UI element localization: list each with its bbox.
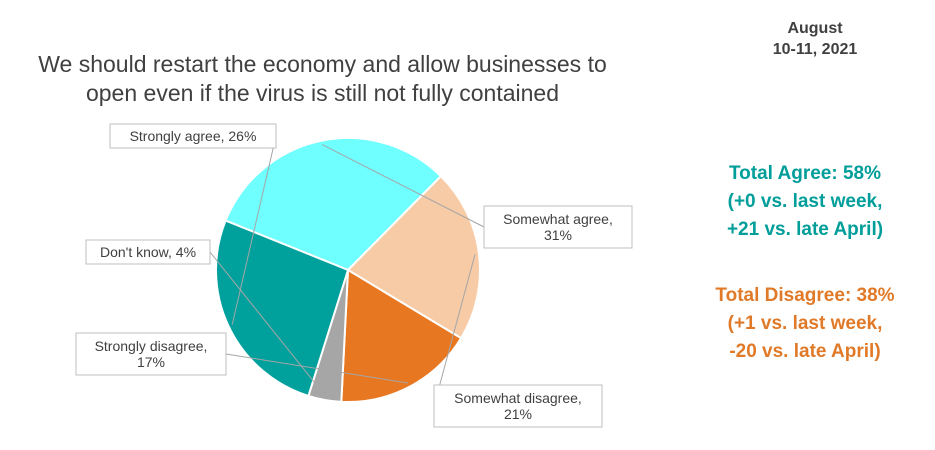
total-agree-line-3: +21 vs. late April)	[726, 219, 884, 240]
callout-label-strongly-disagree-line-1: Strongly disagree,	[95, 338, 208, 354]
pie-slice-strongly-disagree	[340, 268, 463, 403]
pie-slice-somewhat-agree	[224, 137, 443, 272]
pie-slice-somewhat-disagree	[346, 174, 481, 340]
callout-leader-somewhat-disagree	[433, 254, 476, 407]
title-line-2: open even if the virus is still not full…	[85, 80, 560, 106]
total-disagree-line-2: (+1 vs. last week,	[727, 313, 883, 334]
callout-box-somewhat-disagree	[433, 384, 603, 428]
callout-box-somewhat-agree	[483, 205, 633, 249]
callout-label-somewhat-disagree-line-1: Somewhat disagree,	[454, 390, 582, 406]
total-disagree-line-3: -20 vs. late April)	[729, 341, 881, 362]
total-disagree-summary: Total Disagree: 38% (+1 vs. last week, -…	[680, 282, 930, 366]
total-agree-summary: Total Agree: 58% (+0 vs. last week, +21 …	[680, 160, 930, 244]
callout-leader-don-t-know	[209, 251, 326, 397]
chart-title: We should restart the economy and allow …	[0, 50, 645, 108]
callout-leader-strongly-agree	[231, 135, 277, 325]
callout-label-somewhat-agree-line-1: Somewhat agree,	[503, 211, 613, 227]
callout-box-strongly-agree	[109, 123, 277, 149]
date-line-1: August	[787, 20, 843, 37]
survey-date: August 10-11, 2021	[745, 18, 885, 60]
callout-leader-strongly-disagree	[225, 353, 409, 384]
pie-slice-strongly-agree	[215, 219, 350, 398]
callout-label-somewhat-agree-line-2: 31%	[544, 227, 572, 243]
callout-label-strongly-disagree-line-2: 17%	[137, 354, 165, 370]
callout-label-don-t-know-line-1: Don't know, 4%	[100, 244, 196, 260]
date-line-2: 10-11, 2021	[772, 41, 858, 58]
callout-box-strongly-disagree	[75, 332, 227, 376]
pie-slices	[215, 137, 481, 403]
callout-leader-somewhat-agree	[321, 144, 485, 228]
total-disagree-line-1: Total Disagree: 38%	[715, 285, 895, 306]
callout-label-somewhat-disagree-line-2: 21%	[504, 406, 532, 422]
callout-label-strongly-agree-line-1: Strongly agree, 26%	[130, 128, 257, 144]
pie-callouts: Somewhat agree,31% Somewhat disagree,21% S…	[75, 123, 633, 428]
total-agree-line-2: (+0 vs. last week,	[727, 191, 883, 212]
callout-box-don-t-know	[85, 239, 211, 265]
total-agree-line-1: Total Agree: 58%	[728, 163, 882, 184]
title-line-1: We should restart the economy and allow …	[38, 51, 607, 77]
